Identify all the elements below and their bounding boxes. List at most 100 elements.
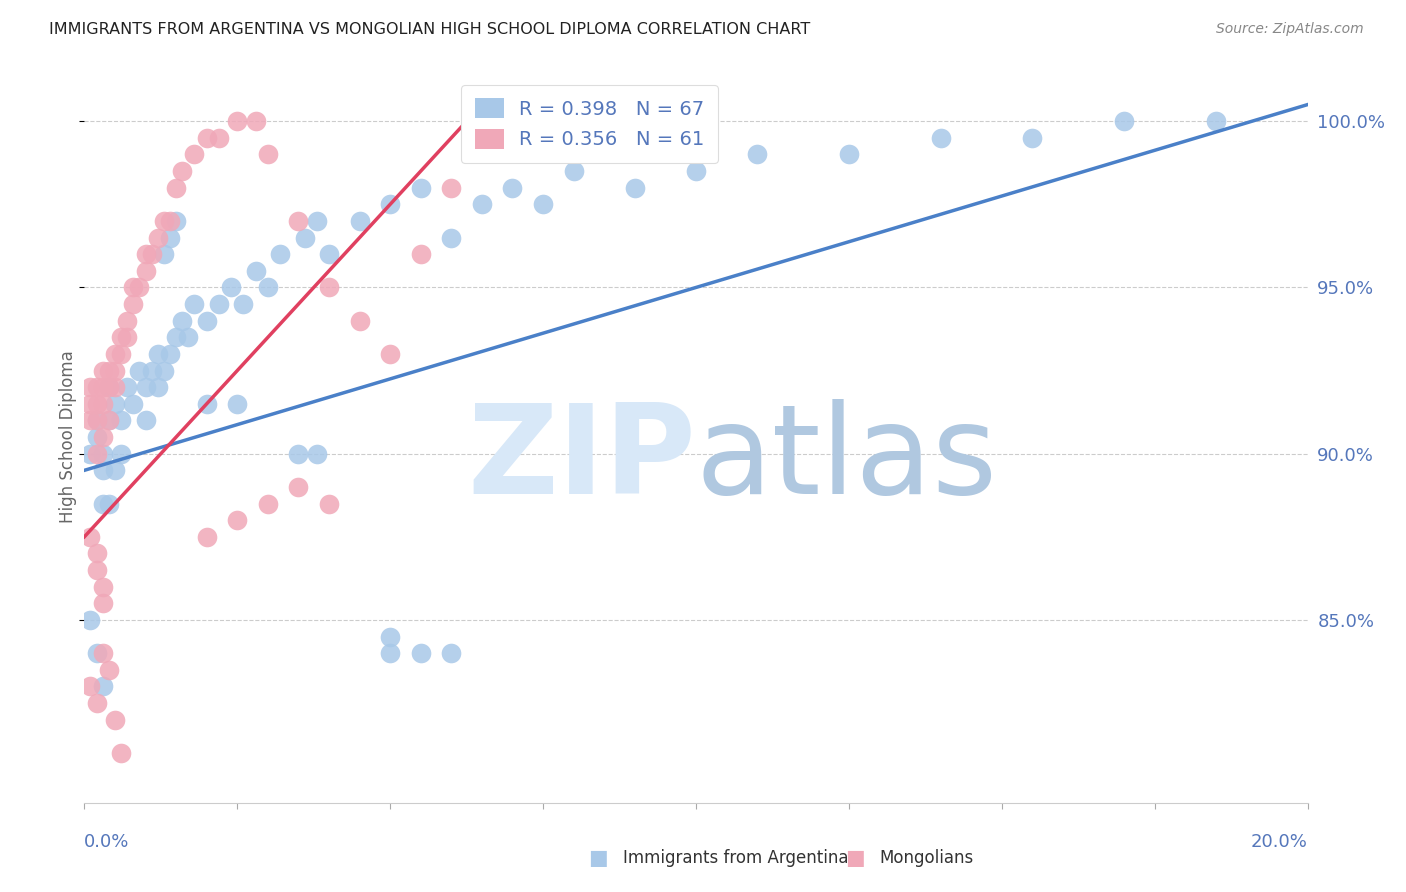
Point bbox=[349, 314, 371, 328]
Point bbox=[97, 413, 120, 427]
Point bbox=[97, 363, 120, 377]
Point bbox=[159, 214, 181, 228]
Point bbox=[104, 347, 127, 361]
Point bbox=[380, 347, 402, 361]
Point bbox=[172, 314, 194, 328]
Point bbox=[165, 330, 187, 344]
Point bbox=[257, 497, 280, 511]
Point bbox=[195, 397, 218, 411]
Point bbox=[226, 114, 249, 128]
Point bbox=[91, 680, 114, 694]
Point bbox=[104, 397, 127, 411]
Point bbox=[91, 363, 114, 377]
Text: ■: ■ bbox=[845, 847, 865, 868]
Text: Source: ZipAtlas.com: Source: ZipAtlas.com bbox=[1216, 22, 1364, 37]
Point bbox=[305, 447, 328, 461]
Point bbox=[128, 363, 150, 377]
Point bbox=[747, 147, 769, 161]
Point bbox=[110, 746, 132, 760]
Point bbox=[115, 380, 138, 394]
Point bbox=[165, 214, 187, 228]
Point bbox=[115, 314, 138, 328]
Point bbox=[122, 397, 145, 411]
Point bbox=[79, 413, 101, 427]
Point bbox=[531, 197, 554, 211]
Point bbox=[226, 397, 249, 411]
Point bbox=[287, 214, 309, 228]
Point bbox=[79, 680, 101, 694]
Point bbox=[146, 380, 169, 394]
Point bbox=[1021, 131, 1043, 145]
Point bbox=[104, 363, 127, 377]
Point bbox=[86, 646, 108, 660]
Point bbox=[183, 297, 205, 311]
Point bbox=[502, 180, 524, 194]
Point bbox=[159, 230, 181, 244]
Point bbox=[91, 397, 114, 411]
Point bbox=[135, 380, 157, 394]
Point bbox=[91, 430, 114, 444]
Point bbox=[86, 430, 108, 444]
Legend: R = 0.398   N = 67, R = 0.356   N = 61: R = 0.398 N = 67, R = 0.356 N = 61 bbox=[461, 85, 718, 162]
Point bbox=[195, 530, 218, 544]
Point bbox=[86, 380, 108, 394]
Point bbox=[318, 280, 340, 294]
Text: ■: ■ bbox=[588, 847, 607, 868]
Point bbox=[153, 214, 176, 228]
Point bbox=[86, 413, 108, 427]
Point bbox=[929, 131, 952, 145]
Point bbox=[115, 330, 138, 344]
Point bbox=[471, 114, 494, 128]
Point bbox=[177, 330, 200, 344]
Point bbox=[104, 380, 127, 394]
Point bbox=[1205, 114, 1227, 128]
Point bbox=[257, 147, 280, 161]
Point bbox=[380, 197, 402, 211]
Point bbox=[141, 247, 163, 261]
Point bbox=[122, 297, 145, 311]
Text: 0.0%: 0.0% bbox=[84, 833, 129, 851]
Point bbox=[685, 164, 707, 178]
Point bbox=[562, 164, 585, 178]
Point bbox=[269, 247, 291, 261]
Point bbox=[226, 513, 249, 527]
Point bbox=[471, 197, 494, 211]
Point bbox=[287, 480, 309, 494]
Point bbox=[409, 180, 432, 194]
Point bbox=[838, 147, 860, 161]
Point bbox=[380, 646, 402, 660]
Point bbox=[305, 214, 328, 228]
Point bbox=[245, 264, 267, 278]
Point bbox=[153, 247, 176, 261]
Text: Immigrants from Argentina: Immigrants from Argentina bbox=[623, 848, 848, 867]
Point bbox=[183, 147, 205, 161]
Point bbox=[232, 297, 254, 311]
Point bbox=[79, 613, 101, 627]
Point bbox=[146, 347, 169, 361]
Point bbox=[86, 696, 108, 710]
Text: atlas: atlas bbox=[696, 399, 998, 519]
Point bbox=[122, 280, 145, 294]
Point bbox=[135, 264, 157, 278]
Point bbox=[135, 413, 157, 427]
Point bbox=[91, 497, 114, 511]
Point bbox=[110, 413, 132, 427]
Point bbox=[97, 413, 120, 427]
Point bbox=[219, 280, 242, 294]
Text: 20.0%: 20.0% bbox=[1251, 833, 1308, 851]
Point bbox=[153, 363, 176, 377]
Point bbox=[110, 330, 132, 344]
Point bbox=[172, 164, 194, 178]
Point bbox=[195, 131, 218, 145]
Point bbox=[79, 530, 101, 544]
Point bbox=[91, 596, 114, 610]
Text: IMMIGRANTS FROM ARGENTINA VS MONGOLIAN HIGH SCHOOL DIPLOMA CORRELATION CHART: IMMIGRANTS FROM ARGENTINA VS MONGOLIAN H… bbox=[49, 22, 810, 37]
Point bbox=[97, 380, 120, 394]
Point bbox=[380, 630, 402, 644]
Point bbox=[91, 646, 114, 660]
Point bbox=[86, 397, 108, 411]
Point bbox=[86, 413, 108, 427]
Point bbox=[146, 230, 169, 244]
Text: Mongolians: Mongolians bbox=[880, 848, 974, 867]
Y-axis label: High School Diploma: High School Diploma bbox=[59, 351, 77, 524]
